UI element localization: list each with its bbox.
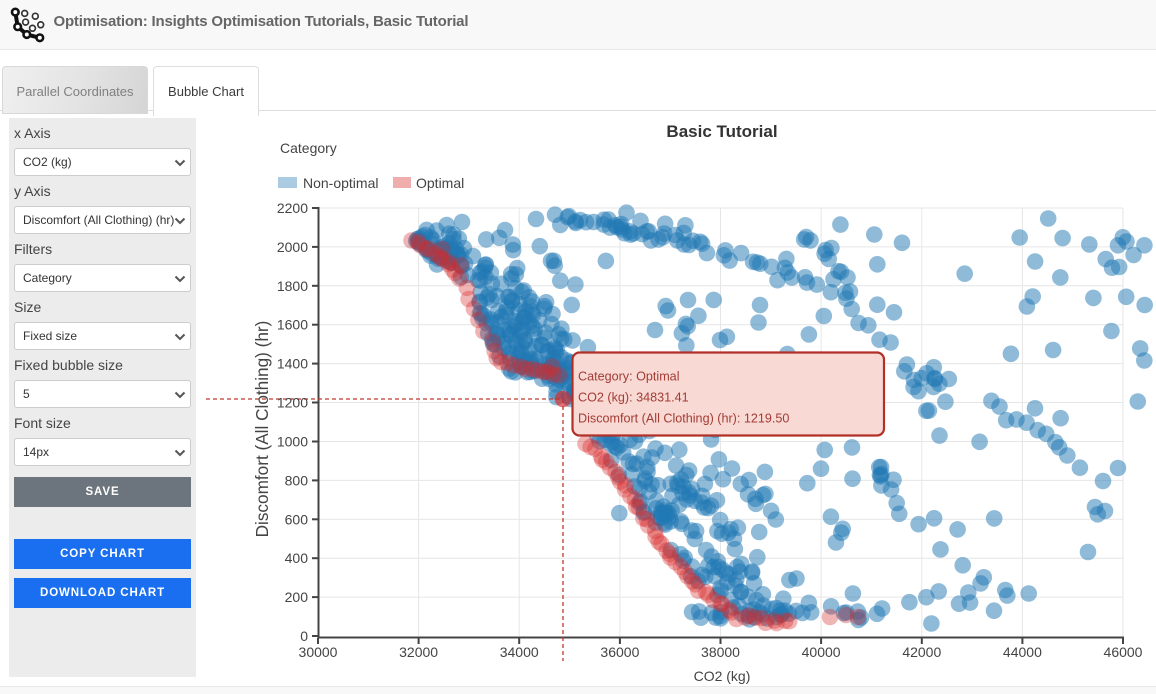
svg-text:200: 200 [285,589,309,605]
svg-text:Category: Optimal: Category: Optimal [578,370,680,384]
svg-text:CO2 (kg): CO2 (kg) [694,668,751,684]
svg-text:40000: 40000 [802,644,841,660]
svg-text:0: 0 [300,628,308,644]
svg-text:34000: 34000 [500,644,539,660]
svg-text:Discomfort (All Clothing) (hr): Discomfort (All Clothing) (hr) [252,321,272,538]
svg-text:2200: 2200 [277,200,308,216]
svg-text:Basic Tutorial: Basic Tutorial [666,122,777,141]
svg-text:32000: 32000 [399,644,438,660]
svg-text:36000: 36000 [600,644,639,660]
svg-text:400: 400 [285,550,309,566]
svg-text:1200: 1200 [277,395,308,411]
svg-text:800: 800 [285,472,309,488]
svg-text:Discomfort (All Clothing) (hr): Discomfort (All Clothing) (hr): 1219.50 [578,412,789,426]
svg-text:38000: 38000 [701,644,740,660]
svg-text:Non-optimal: Non-optimal [303,175,378,191]
svg-text:1400: 1400 [277,356,308,372]
svg-text:Optimal: Optimal [416,175,464,191]
svg-text:1600: 1600 [277,317,308,333]
svg-text:1000: 1000 [277,434,308,450]
svg-text:44000: 44000 [1003,644,1042,660]
svg-text:600: 600 [285,511,309,527]
svg-text:46000: 46000 [1104,644,1143,660]
svg-text:30000: 30000 [299,644,338,660]
svg-text:2000: 2000 [277,239,308,255]
svg-text:CO2 (kg): 34831.41: CO2 (kg): 34831.41 [578,391,689,405]
svg-text:42000: 42000 [902,644,941,660]
svg-text:1800: 1800 [277,278,308,294]
svg-text:Category: Category [280,140,337,156]
